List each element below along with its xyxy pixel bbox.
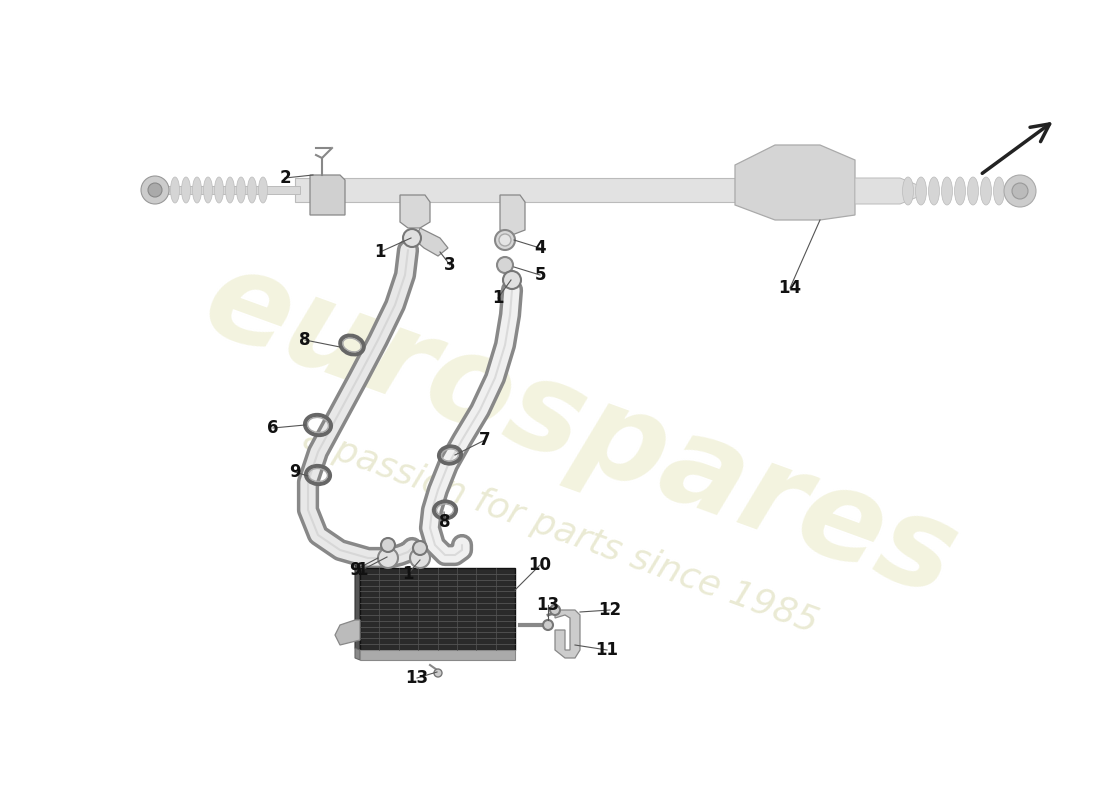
- Text: 12: 12: [598, 601, 622, 619]
- Text: 10: 10: [528, 556, 551, 574]
- Ellipse shape: [192, 177, 201, 203]
- Ellipse shape: [214, 177, 223, 203]
- Polygon shape: [160, 186, 300, 194]
- Circle shape: [412, 541, 427, 555]
- Circle shape: [499, 234, 512, 246]
- Circle shape: [434, 669, 442, 677]
- Circle shape: [378, 548, 398, 568]
- Text: 7: 7: [480, 431, 491, 449]
- Ellipse shape: [258, 177, 267, 203]
- Text: 8: 8: [299, 331, 310, 349]
- Circle shape: [403, 229, 421, 247]
- Text: 9: 9: [349, 561, 361, 579]
- Polygon shape: [355, 565, 360, 650]
- Circle shape: [543, 620, 553, 630]
- Text: 4: 4: [535, 239, 546, 257]
- Circle shape: [141, 176, 169, 204]
- Circle shape: [495, 230, 515, 250]
- Ellipse shape: [942, 177, 953, 205]
- Text: 1: 1: [403, 565, 414, 583]
- Ellipse shape: [236, 177, 245, 203]
- Circle shape: [497, 257, 513, 273]
- Circle shape: [550, 605, 560, 615]
- Ellipse shape: [248, 177, 256, 203]
- Text: 1: 1: [356, 561, 367, 579]
- Ellipse shape: [226, 177, 234, 203]
- Ellipse shape: [993, 177, 1004, 205]
- Ellipse shape: [968, 177, 979, 205]
- Polygon shape: [500, 195, 525, 235]
- Polygon shape: [415, 228, 448, 256]
- Polygon shape: [735, 145, 855, 220]
- Polygon shape: [355, 648, 360, 660]
- Polygon shape: [556, 610, 580, 658]
- Polygon shape: [855, 178, 920, 204]
- Text: a passion for parts since 1985: a passion for parts since 1985: [298, 421, 823, 639]
- Polygon shape: [360, 568, 515, 650]
- Text: 2: 2: [279, 169, 290, 187]
- Text: 13: 13: [537, 596, 560, 614]
- Circle shape: [1012, 183, 1028, 199]
- Text: eurospares: eurospares: [188, 238, 972, 622]
- Circle shape: [148, 183, 162, 197]
- Ellipse shape: [980, 177, 991, 205]
- Circle shape: [1004, 175, 1036, 207]
- Text: 9: 9: [289, 463, 300, 481]
- Circle shape: [503, 271, 521, 289]
- Ellipse shape: [902, 177, 913, 205]
- Ellipse shape: [928, 177, 939, 205]
- Text: 5: 5: [535, 266, 546, 284]
- Polygon shape: [336, 620, 360, 645]
- Polygon shape: [400, 195, 430, 228]
- Text: 1: 1: [374, 243, 386, 261]
- Text: 8: 8: [439, 513, 451, 531]
- Circle shape: [410, 548, 430, 568]
- Text: 11: 11: [595, 641, 618, 659]
- Text: 14: 14: [779, 279, 802, 297]
- Polygon shape: [295, 178, 735, 202]
- Ellipse shape: [915, 177, 926, 205]
- Ellipse shape: [955, 177, 966, 205]
- Text: 6: 6: [267, 419, 278, 437]
- Text: 13: 13: [406, 669, 429, 687]
- Text: 1: 1: [493, 289, 504, 307]
- Text: 3: 3: [444, 256, 455, 274]
- Polygon shape: [310, 175, 345, 215]
- Ellipse shape: [204, 177, 212, 203]
- Ellipse shape: [182, 177, 190, 203]
- Circle shape: [381, 538, 395, 552]
- Polygon shape: [360, 650, 515, 660]
- Ellipse shape: [170, 177, 179, 203]
